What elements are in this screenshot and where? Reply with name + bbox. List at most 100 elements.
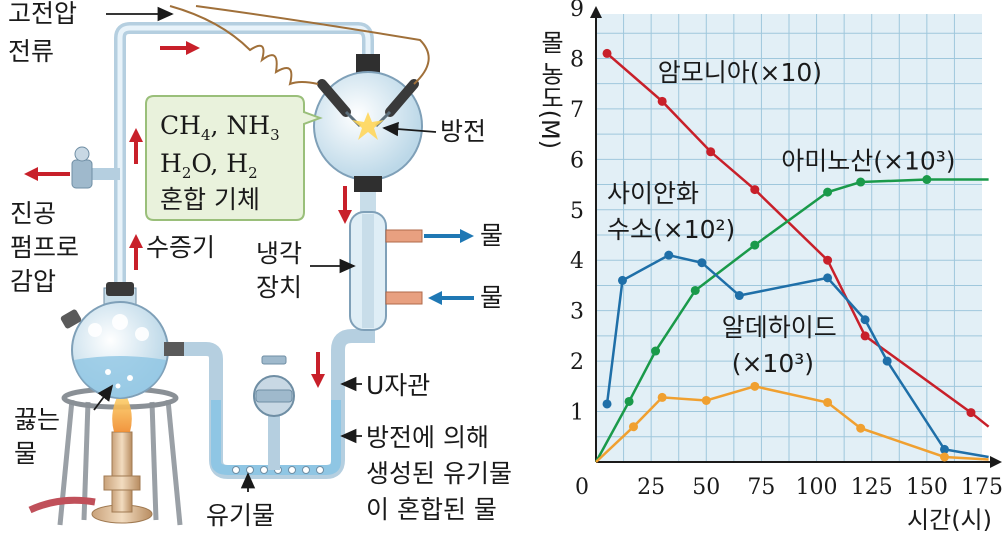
data-point	[856, 177, 866, 187]
data-point	[882, 356, 892, 366]
label-water-out: 물	[480, 221, 503, 250]
data-point	[922, 175, 932, 185]
gas-nh3: , NH	[210, 111, 270, 140]
y-tick-label: 1	[570, 401, 584, 426]
chart-series	[594, 48, 990, 463]
apparatus-diagram: CH4, NH3 H2O, H2 혼합 기체	[8, 0, 512, 530]
label-u-tube: U자관	[366, 371, 430, 400]
label-result-3: 이 혼합된 물	[366, 495, 497, 524]
spark-icon	[352, 112, 384, 140]
label-vacuum-2: 펌프로	[10, 233, 79, 262]
vacuum-valve	[71, 146, 120, 189]
label-discharge: 방전	[440, 117, 486, 146]
x-tick-label: 125	[851, 475, 893, 500]
flame-icon	[112, 388, 132, 432]
series-label-line2: 수소(×10²)	[607, 215, 735, 244]
data-point	[750, 185, 760, 195]
data-point	[602, 48, 612, 58]
stopcock	[253, 355, 295, 470]
gas-mixture-box: CH4, NH3 H2O, H2 혼합 기체	[145, 95, 323, 221]
data-point	[940, 452, 950, 462]
label-result-1: 방전에 의해	[366, 423, 489, 452]
data-point	[706, 147, 716, 157]
y-tick-label: 7	[570, 98, 584, 123]
condenser	[349, 192, 423, 331]
gas-ch4: CH	[160, 111, 201, 140]
data-point	[657, 392, 667, 402]
label-boiling-1: 끓는	[14, 405, 60, 434]
x-tick-label: 25	[637, 475, 665, 500]
data-point	[823, 397, 833, 407]
chart-grid	[596, 14, 982, 462]
concentration-chart: 0 25 50 75 100 125 150 175 1 2 3 4 5 6 7 8 9 암모니아(×10) 아미…	[536, 0, 1003, 534]
data-point	[734, 291, 744, 301]
y-tick-label: 4	[570, 249, 584, 274]
y-tick-label: 3	[570, 300, 584, 325]
y-tick-label: 2	[570, 350, 584, 375]
x-axis-arrow-icon	[990, 456, 1002, 468]
data-point	[628, 422, 638, 432]
bunsen-burner	[28, 388, 153, 524]
series-label: 사이안화	[607, 179, 699, 208]
label-organics: 유기물	[206, 501, 275, 530]
svg-text:CH4, NH3: CH4, NH3	[160, 111, 280, 144]
data-point	[617, 275, 627, 285]
data-point	[651, 346, 661, 356]
chart-ticks: 0 25 50 75 100 125 150 175 1 2 3 4 5 6 7 8 9	[570, 0, 1003, 500]
data-point	[966, 408, 976, 418]
discharge-flask	[313, 54, 423, 192]
flow-arrows	[24, 41, 352, 388]
data-point	[701, 395, 711, 405]
x-tick-label: 75	[747, 475, 775, 500]
x-tick-label: 0	[575, 475, 589, 500]
data-point	[624, 396, 634, 406]
data-point	[860, 315, 870, 325]
pointer-lines	[93, 6, 437, 492]
label-high-voltage-2: 전류	[8, 37, 54, 66]
series-line-0	[606, 52, 990, 428]
y-axis-arrow-icon	[590, 6, 602, 18]
series-label: 아미노산(×10³)	[781, 146, 955, 175]
y-tick-label: 5	[570, 199, 584, 224]
label-boiling-2: 물	[14, 439, 37, 468]
y-tick-label: 6	[570, 148, 584, 173]
data-point	[690, 285, 700, 295]
data-point	[750, 381, 760, 391]
data-point	[940, 444, 950, 454]
label-vacuum-3: 감압	[10, 267, 56, 296]
data-point	[750, 240, 760, 250]
label-vacuum-1: 진공	[10, 199, 56, 228]
x-tick-label: 100	[796, 475, 838, 500]
gas-h2o: H	[160, 149, 182, 178]
y-tick-label: 9	[570, 0, 584, 22]
series-label: 알데하이드	[722, 313, 837, 342]
electrode-wires	[169, 5, 430, 86]
data-point	[697, 258, 707, 268]
data-point	[823, 187, 833, 197]
y-tick-label: 8	[570, 47, 584, 72]
y-axis-label: 몰 농도(M)	[536, 30, 564, 149]
series-line-2	[605, 253, 989, 459]
label-condenser-1: 냉각	[256, 239, 302, 268]
svg-text:H2O, H2: H2O, H2	[160, 149, 258, 182]
x-tick-label: 50	[692, 475, 720, 500]
x-axis-label: 시간(시)	[907, 506, 992, 534]
data-point	[664, 250, 674, 260]
x-tick-label: 175	[961, 475, 1003, 500]
label-steam: 수증기	[146, 233, 215, 262]
water-arrows	[424, 229, 474, 305]
x-tick-label: 150	[906, 475, 948, 500]
data-point	[823, 273, 833, 283]
label-condenser-2: 장치	[256, 273, 302, 302]
label-high-voltage-1: 고전압	[8, 0, 77, 28]
label-water-in: 물	[480, 283, 503, 312]
data-point	[602, 399, 612, 409]
boiling-flask	[60, 282, 186, 399]
data-point	[823, 255, 833, 265]
gas-h2: O, H	[191, 149, 248, 178]
gas-mixture-label: 혼합 기체	[160, 185, 260, 214]
chart-axes	[590, 6, 1002, 468]
data-point	[856, 423, 866, 433]
